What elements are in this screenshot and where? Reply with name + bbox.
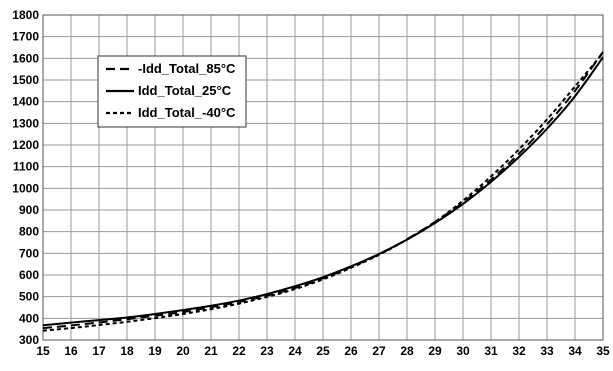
y-tick-label: 1400 <box>12 95 39 109</box>
x-tick-label: 29 <box>428 344 442 358</box>
x-axis-ticks: 15 16 17 18 19 20 21 22 23 24 25 26 27 28 29 30 31 32 33 34… <box>36 344 610 358</box>
x-tick-label: 21 <box>204 344 218 358</box>
y-tick-label: 500 <box>19 290 39 304</box>
x-tick-label: 22 <box>232 344 246 358</box>
legend-label-25c: Idd_Total_25°C <box>138 83 232 98</box>
x-tick-label: 18 <box>120 344 134 358</box>
series-lines <box>42 51 604 332</box>
legend: -Idd_Total_85°C Idd_Total_25°C Idd_Total… <box>97 55 247 128</box>
x-tick-label: 35 <box>596 344 610 358</box>
y-tick-label: 1600 <box>12 51 39 65</box>
x-tick-label: 33 <box>540 344 554 358</box>
x-tick-label: 31 <box>484 344 498 358</box>
x-tick-label: 32 <box>512 344 526 358</box>
x-tick-label: 20 <box>176 344 190 358</box>
x-tick-label: 24 <box>288 344 302 358</box>
x-tick-label: 26 <box>344 344 358 358</box>
x-tick-label: 34 <box>568 344 582 358</box>
y-tick-label: 300 <box>19 333 39 347</box>
x-tick-label: 23 <box>260 344 274 358</box>
x-tick-label: 28 <box>400 344 414 358</box>
y-tick-label: 800 <box>19 225 39 239</box>
y-tick-label: 1500 <box>12 73 39 87</box>
y-tick-label: 1000 <box>12 181 39 195</box>
y-tick-label: 1700 <box>12 30 39 44</box>
x-tick-label: 25 <box>316 344 330 358</box>
y-tick-label: 700 <box>19 246 39 260</box>
series-line-minus40c <box>42 52 604 332</box>
legend-label-minus40c: Idd_Total_-40°C <box>138 105 236 120</box>
y-axis-ticks: 300 400 500 600 700 800 900 1000 1100 1200 1300 140… <box>12 8 39 347</box>
plot-border <box>42 14 604 341</box>
x-tick-label: 15 <box>36 344 50 358</box>
x-tick-label: 16 <box>64 344 78 358</box>
x-tick-label: 19 <box>148 344 162 358</box>
y-tick-label: 600 <box>19 268 39 282</box>
y-tick-label: 400 <box>19 311 39 325</box>
y-tick-label: 1200 <box>12 138 39 152</box>
series-line-25c <box>42 56 604 327</box>
series-line-85c <box>42 51 604 330</box>
legend-label-85c: -Idd_Total_85°C <box>138 61 236 76</box>
x-tick-label: 17 <box>92 344 106 358</box>
x-tick-label: 27 <box>372 344 386 358</box>
y-tick-label: 1300 <box>12 116 39 130</box>
y-tick-label: 1800 <box>12 8 39 22</box>
y-tick-label: 900 <box>19 203 39 217</box>
x-tick-label: 30 <box>456 344 470 358</box>
y-tick-label: 1100 <box>13 160 39 174</box>
